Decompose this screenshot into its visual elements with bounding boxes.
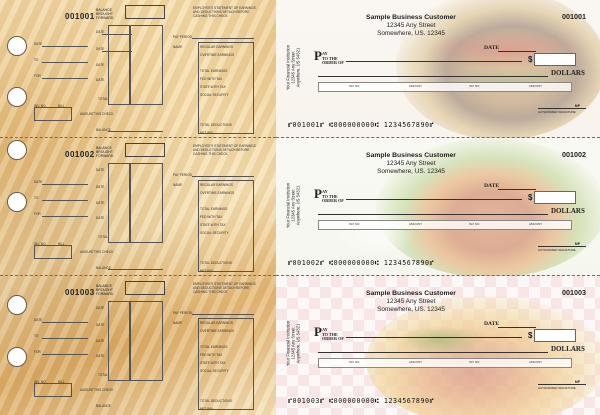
memo-grid: INV NO. AMOUNT INV NO. AMOUNT bbox=[318, 220, 572, 230]
total-label: TOTAL bbox=[98, 97, 108, 101]
micr-line: ⑈001003⑈ ⑆000000000⑆ 1234567890⑈ bbox=[288, 397, 435, 405]
balance-label: BALANCE bbox=[96, 128, 111, 132]
dollar-sign: $ bbox=[528, 193, 533, 202]
customer-block: Sample Business Customer 12345 Any Stree… bbox=[366, 290, 456, 313]
stub-number: 001001 bbox=[65, 12, 95, 21]
check-number: 001001 bbox=[562, 12, 586, 21]
date-label: DATE bbox=[34, 42, 43, 46]
customer-address-1: 12345 Any Street bbox=[386, 21, 436, 29]
customer-block: Sample Business Customer 12345 Any Stree… bbox=[336, 14, 486, 37]
payee-line[interactable] bbox=[346, 199, 522, 200]
punch-hole bbox=[7, 36, 27, 56]
mp-mark: MP bbox=[574, 242, 580, 246]
amount-box[interactable] bbox=[534, 329, 576, 342]
signature-line[interactable] bbox=[538, 108, 586, 109]
check-number: 001003 bbox=[562, 288, 586, 297]
check-number: 001002 bbox=[562, 150, 586, 159]
stub-column: 001001 BALANCE BROUGHT FORWARD DATE DATE… bbox=[0, 0, 276, 415]
dollar-sign: $ bbox=[528, 55, 533, 64]
amount-box[interactable] bbox=[534, 191, 576, 204]
punch-hole bbox=[7, 87, 27, 107]
to-label: TO bbox=[34, 58, 39, 62]
dollars-label: DOLLARS bbox=[551, 207, 585, 215]
signature-label: AUTHORIZED SIGNATURE bbox=[538, 248, 576, 252]
pay-period-label: PAY PERIOD bbox=[173, 35, 192, 39]
inv-no-label: INV. NO. bbox=[34, 104, 47, 108]
this-check-label: THIS CHECK bbox=[94, 112, 114, 116]
check: Sample Business Customer 12345 Any Stree… bbox=[276, 0, 600, 138]
amount-label: AMOUNT bbox=[80, 112, 94, 116]
memo-grid: INV NO. AMOUNT INV NO. AMOUNT bbox=[318, 82, 572, 92]
check-stub: 001001 BALANCE BROUGHT FORWARD DATE DATE… bbox=[30, 0, 276, 138]
dollar-sign: $ bbox=[528, 331, 533, 340]
pay-to-label: P AY TO THE ORDER OF bbox=[314, 324, 344, 342]
customer-address-2: Somewhere, US. 12345 bbox=[377, 29, 445, 37]
stub-number: 001003 bbox=[65, 288, 95, 297]
check-stub: 001002 BALANCE BROUGHT FORWARD DATE DATE… bbox=[34, 143, 256, 273]
payee-line[interactable] bbox=[346, 337, 522, 338]
bank-info: Your Financial Institution 12345 Any Str… bbox=[285, 182, 301, 229]
signature-label: AUTHORIZED SIGNATURE bbox=[538, 386, 576, 390]
dollars-label: DOLLARS bbox=[551, 69, 585, 77]
micr-line: ⑈001002⑈ ⑆000000000⑆ 1234567890⑈ bbox=[288, 259, 435, 267]
check: Sample Business Customer 12345 Any Stree… bbox=[276, 276, 600, 415]
earnings-statement-title: EMPLOYEE'S STATEMENT OF EARNINGS AND DED… bbox=[193, 6, 256, 18]
date-label: DATE bbox=[484, 183, 500, 189]
date-label: DATE bbox=[484, 321, 500, 327]
amount-words-line[interactable] bbox=[318, 214, 548, 215]
check-stub: 001003 BALANCE BROUGHT FORWARD DATE DATE… bbox=[34, 281, 256, 411]
date-line[interactable] bbox=[498, 327, 536, 328]
amount-box[interactable] bbox=[534, 53, 576, 66]
stub-number: 001002 bbox=[65, 150, 95, 159]
punch-hole bbox=[7, 347, 27, 367]
customer-block: Sample Business Customer 12345 Any Stree… bbox=[366, 152, 456, 175]
amount-words-line[interactable] bbox=[318, 352, 548, 353]
balance-box[interactable] bbox=[125, 281, 165, 295]
bank-info: Your Financial Institution 12345 Any Str… bbox=[285, 44, 301, 91]
name-label: NAME bbox=[173, 45, 183, 49]
balance-box[interactable] bbox=[125, 5, 165, 19]
signature-line[interactable] bbox=[538, 384, 586, 385]
date-label: DATE bbox=[96, 63, 105, 67]
date-line[interactable] bbox=[498, 51, 536, 52]
punch-hole bbox=[7, 140, 27, 160]
date-label: DATE bbox=[484, 45, 500, 51]
memo-grid: INV NO. AMOUNT INV NO. AMOUNT bbox=[318, 358, 572, 368]
bank-info: Your Financial Institution 12345 Any Str… bbox=[285, 320, 301, 367]
balance-forward-label: BALANCE BROUGHT FORWARD bbox=[96, 8, 114, 21]
check: Sample Business Customer 12345 Any Stree… bbox=[276, 138, 600, 276]
date-label: DATE bbox=[96, 30, 105, 34]
punch-hole bbox=[7, 295, 27, 315]
balance-forward-label: BALANCE BROUGHT FORWARD bbox=[96, 146, 114, 159]
balance-forward-label: BALANCE BROUGHT FORWARD bbox=[96, 284, 114, 297]
signature-line[interactable] bbox=[538, 246, 586, 247]
payee-line[interactable] bbox=[346, 61, 522, 62]
for-label: FOR bbox=[34, 74, 41, 78]
signature-label: AUTHORIZED SIGNATURE bbox=[538, 110, 576, 114]
dollars-label: DOLLARS bbox=[551, 345, 585, 353]
pay-to-label: P AY TO THE ORDER OF bbox=[314, 48, 344, 66]
date-label: DATE bbox=[96, 47, 105, 51]
customer-name: Sample Business Customer bbox=[366, 14, 456, 21]
date-label: DATE bbox=[96, 78, 105, 82]
amount-words-line[interactable] bbox=[318, 76, 548, 77]
mp-mark: MP bbox=[574, 104, 580, 108]
bill-label: BILL bbox=[58, 104, 65, 108]
date-line[interactable] bbox=[498, 189, 536, 190]
pay-to-label: P AY TO THE ORDER OF bbox=[314, 186, 344, 204]
balance-box[interactable] bbox=[125, 143, 165, 157]
mp-mark: MP bbox=[574, 380, 580, 384]
micr-line: ⑈001001⑈ ⑆000000000⑆ 1234567890⑈ bbox=[288, 121, 435, 129]
punch-hole bbox=[7, 192, 27, 212]
